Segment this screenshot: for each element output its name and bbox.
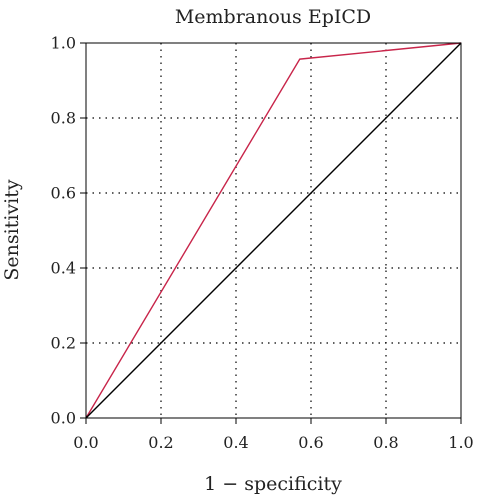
x-tick-label: 0.6 xyxy=(298,433,323,452)
y-tick-label: 0.0 xyxy=(51,409,76,428)
grid-lines xyxy=(86,43,461,418)
y-axis-label: Sensitivity xyxy=(1,179,23,280)
x-tick-label: 0.0 xyxy=(73,433,98,452)
x-axis-ticks: 0.0 0.2 0.4 0.6 0.8 1.0 xyxy=(73,418,474,452)
chart-title: Membranous EpICD xyxy=(175,6,371,28)
x-axis-label: 1 − specificity xyxy=(204,473,342,495)
x-tick-label: 0.4 xyxy=(223,433,248,452)
y-tick-label: 0.8 xyxy=(51,109,76,128)
reference-diagonal-line xyxy=(85,42,462,419)
y-tick-label: 0.4 xyxy=(51,259,76,278)
x-tick-label: 1.0 xyxy=(448,433,473,452)
y-tick-label: 1.0 xyxy=(51,34,76,53)
y-axis-ticks: 0.0 0.2 0.4 0.6 0.8 1.0 xyxy=(51,34,86,428)
roc-curve-line xyxy=(85,42,462,419)
series-lines xyxy=(85,42,462,419)
x-tick-label: 0.8 xyxy=(373,433,398,452)
x-tick-label: 0.2 xyxy=(148,433,173,452)
y-tick-label: 0.6 xyxy=(51,184,76,203)
plot-frame xyxy=(85,42,462,419)
y-tick-label: 0.2 xyxy=(51,334,76,353)
